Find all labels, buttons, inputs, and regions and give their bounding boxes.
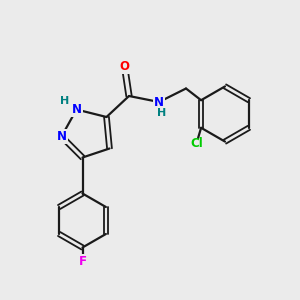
Text: N: N — [56, 130, 67, 143]
Text: N: N — [154, 95, 164, 109]
Text: H: H — [157, 107, 166, 118]
Text: F: F — [79, 255, 86, 268]
Text: H: H — [61, 96, 70, 106]
Text: N: N — [71, 103, 82, 116]
Text: Cl: Cl — [190, 137, 203, 150]
Text: O: O — [119, 59, 130, 73]
